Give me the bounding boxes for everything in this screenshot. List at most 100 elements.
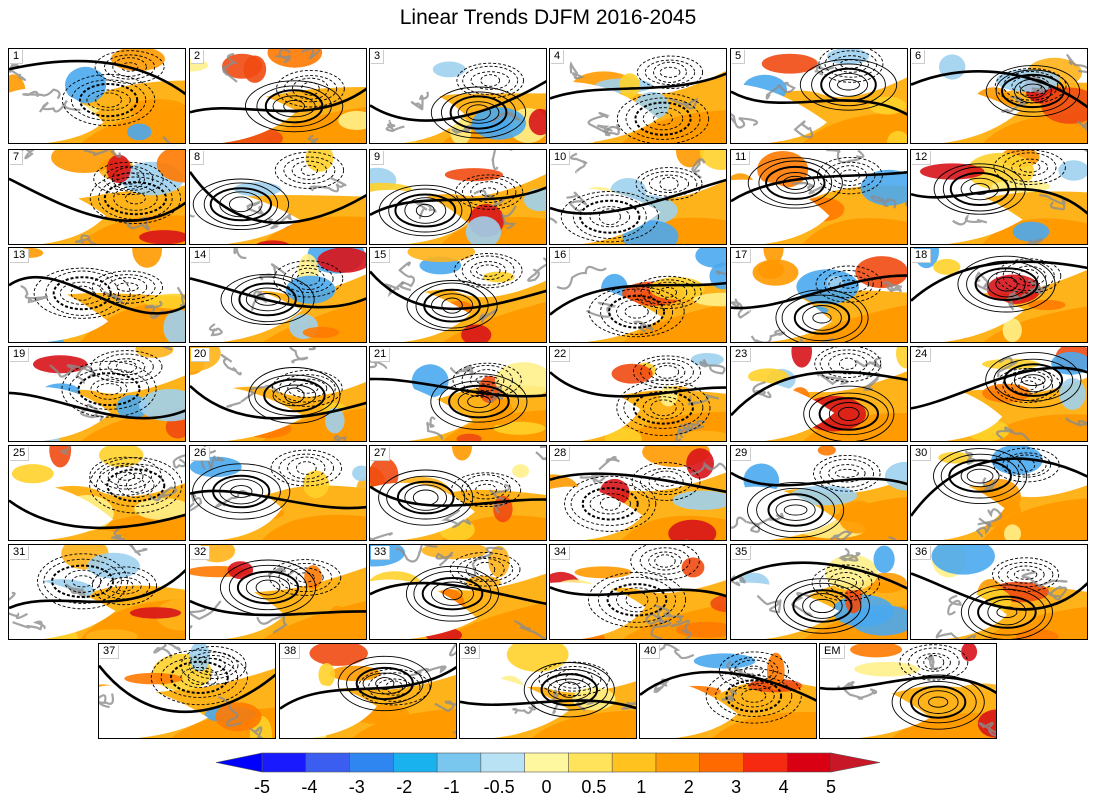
colorbar-segment (743, 752, 788, 773)
colorbar-segment (655, 752, 701, 773)
map-panel-field (9, 150, 185, 244)
map-panel-field (280, 644, 456, 738)
colorbar-segment (524, 752, 569, 773)
map-panel-field (731, 248, 907, 342)
map-panel: 10 (549, 149, 727, 245)
panel-label: 23 (732, 348, 752, 362)
colorbar-tick-label: -1 (443, 777, 460, 797)
map-panel-field (550, 150, 726, 244)
map-panel: 36 (910, 544, 1088, 640)
panel-label: 35 (732, 546, 752, 560)
map-panel: 7 (8, 149, 186, 245)
colorbar-tick-label: 5 (825, 777, 837, 797)
colorbar-tick-label: 3 (731, 777, 742, 797)
map-panel: 34 (549, 544, 727, 640)
colorbar-segment (393, 752, 438, 773)
map-panel-field (911, 446, 1087, 540)
map-panel-field (550, 353, 726, 441)
panel-label: 3 (371, 50, 385, 64)
panel-label: 38 (281, 645, 301, 659)
panel-label: 33 (371, 546, 391, 560)
map-panel-field (731, 150, 907, 244)
colorbar-segment (699, 752, 745, 773)
map-panel-field (190, 150, 366, 244)
map-panel: EM (819, 643, 997, 739)
map-panel-field (550, 248, 726, 342)
colorbar-tick-label: -2 (396, 777, 413, 797)
map-panel: 2 (189, 48, 367, 144)
panel-label: 7 (10, 151, 24, 165)
map-panel-field (370, 545, 546, 639)
map-panel-field (911, 347, 1087, 441)
panel-label: 14 (191, 249, 211, 263)
map-panel-field (550, 446, 726, 540)
map-panel-field (911, 150, 1087, 244)
panel-label: 28 (551, 447, 571, 461)
colorbar-segment (568, 752, 613, 773)
map-panel-field (9, 49, 185, 143)
panel-label: 4 (551, 50, 565, 64)
map-panel-field (370, 150, 546, 244)
panel-label: 1 (10, 50, 24, 64)
map-panel: 4 (549, 48, 727, 144)
colorbar-segment (436, 752, 482, 773)
colorbar-tick-label: 0.5 (581, 777, 607, 797)
colorbar-segment (305, 752, 351, 773)
map-panel: 28 (549, 445, 727, 541)
panel-label: 5 (732, 50, 746, 64)
map-panel-field (190, 347, 366, 441)
map-panel: 6 (910, 48, 1088, 144)
colorbar-segment (480, 752, 526, 773)
map-panel-field (190, 446, 366, 540)
map-panel-field (550, 545, 726, 639)
panel-label: 19 (10, 348, 30, 362)
panel-label: 11 (732, 151, 751, 165)
map-panel: 25 (8, 445, 186, 541)
map-panel: 12 (910, 149, 1088, 245)
map-panel: 8 (189, 149, 367, 245)
panel-label: 36 (912, 546, 932, 560)
map-panel: 17 (730, 247, 908, 343)
map-panel-field (370, 248, 546, 342)
colorbar-low-arrow (215, 752, 263, 773)
colorbar-tick-label: 0 (541, 777, 552, 797)
map-panel: 11 (730, 149, 908, 245)
colorbar-tick-label: 4 (778, 777, 789, 797)
panel-label: 31 (10, 546, 30, 560)
map-panel: 37 (98, 643, 276, 739)
panel-label: 12 (912, 151, 932, 165)
map-panel-field (370, 446, 546, 540)
map-panel: 23 (730, 346, 908, 442)
map-panel-field (190, 49, 366, 143)
map-panel: 35 (730, 544, 908, 640)
panel-label: 21 (371, 348, 391, 362)
colorbar-segment (786, 752, 832, 773)
panel-label: 10 (551, 151, 571, 165)
colorbar-tick-label: 2 (683, 777, 694, 797)
colorbar-tick-label: -4 (301, 777, 318, 797)
colorbar-segment (349, 752, 394, 773)
colorbar-tick-label: -0.5 (483, 777, 515, 797)
colorbar-tick-label: -5 (253, 777, 271, 797)
panel-label: 2 (191, 50, 205, 64)
map-panel-field (9, 446, 185, 540)
map-panel: 27 (369, 445, 547, 541)
map-panel-field (9, 545, 185, 639)
map-panel: 18 (910, 247, 1088, 343)
panel-label: 34 (551, 546, 571, 560)
map-panel-field (731, 49, 907, 143)
map-panel-field (731, 347, 907, 441)
panel-label: 27 (371, 447, 391, 461)
map-panel: 20 (189, 346, 367, 442)
map-panel: 30 (910, 445, 1088, 541)
map-panel-field (370, 61, 546, 143)
figure-title: Linear Trends DJFM 2016-2045 (399, 6, 697, 29)
map-panel: 21 (369, 346, 547, 442)
map-panel: 16 (549, 247, 727, 343)
panel-label: 15 (371, 249, 391, 263)
map-panel: 29 (730, 445, 908, 541)
colorbar-tick-label: -3 (348, 777, 365, 797)
map-panel-field (99, 644, 275, 738)
